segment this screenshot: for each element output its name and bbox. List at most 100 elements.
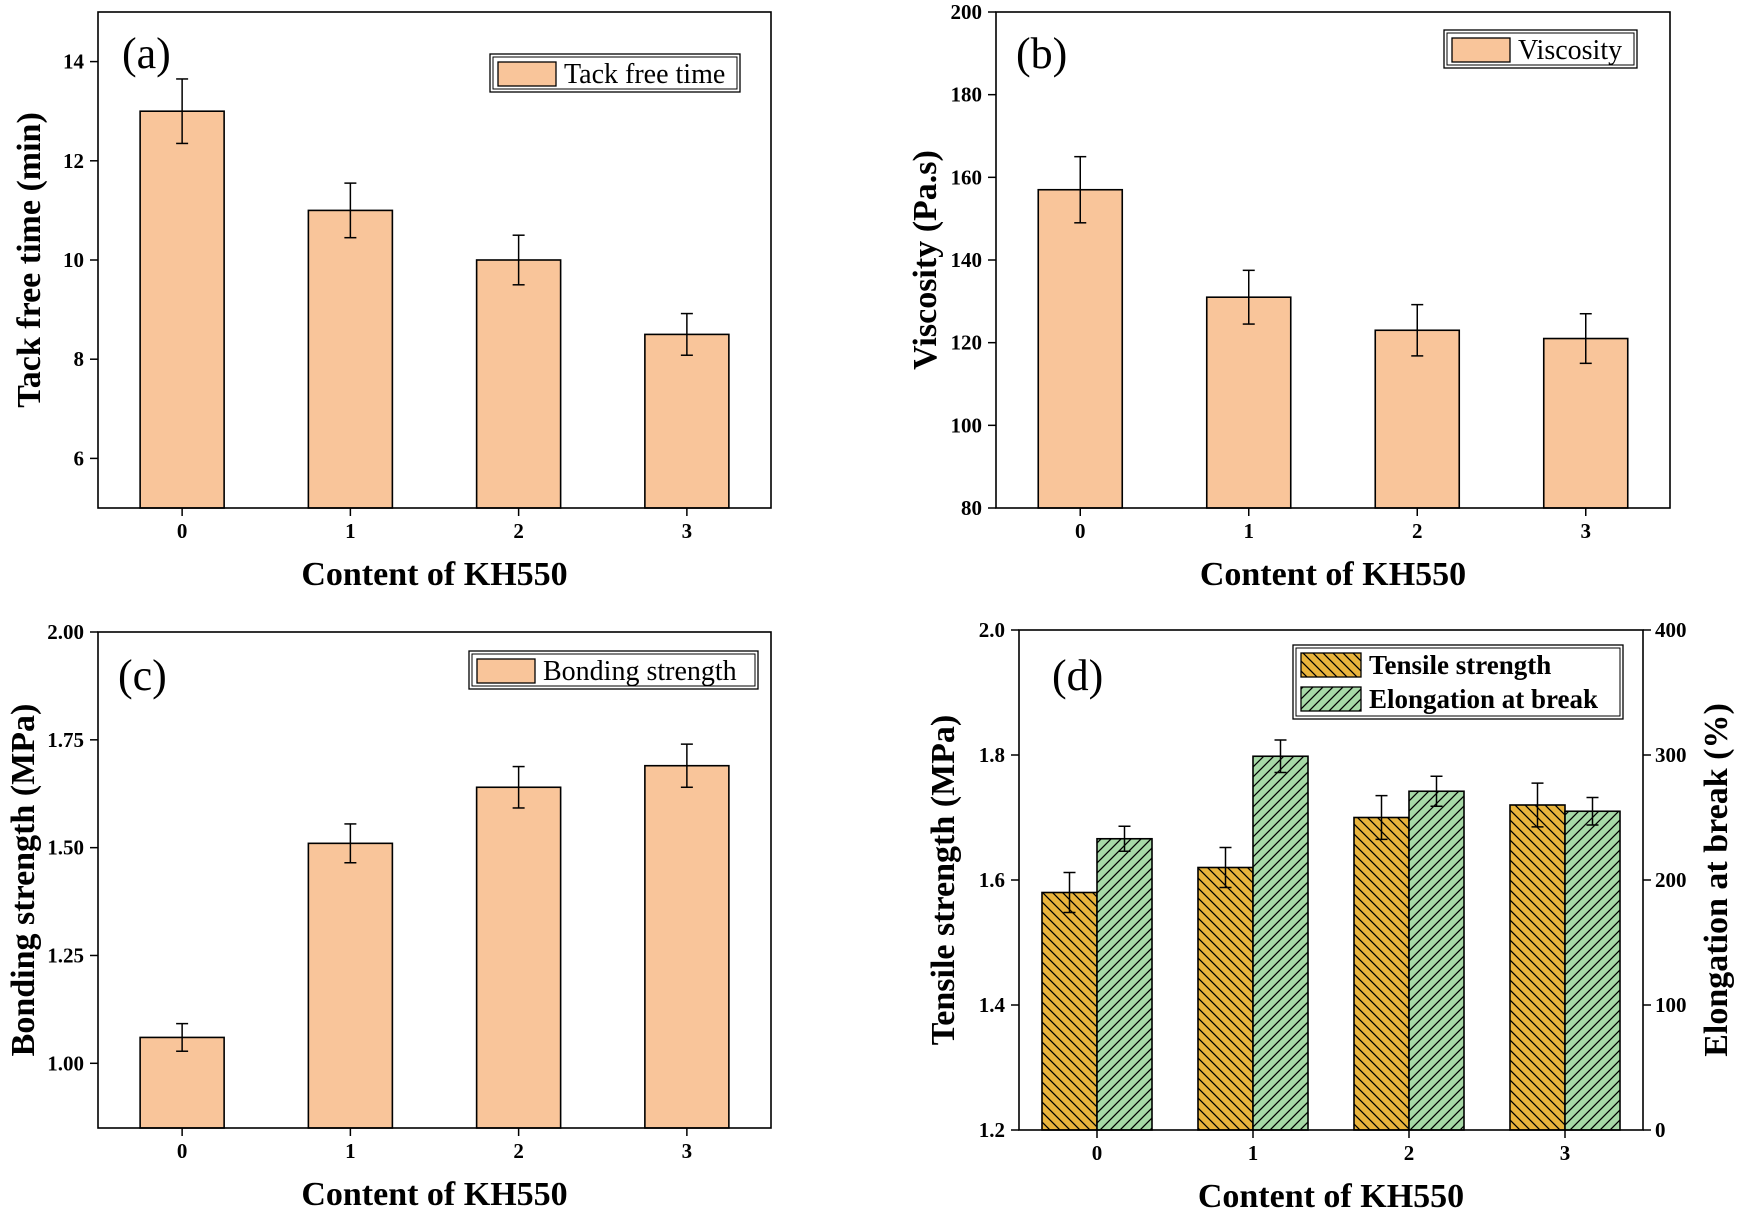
x-tick-label-b-3: 3 bbox=[1581, 519, 1592, 543]
x-tick-label-a-3: 3 bbox=[682, 519, 693, 543]
y2-tick-label-d-4: 400 bbox=[1655, 618, 1687, 642]
legend-swatch-c-0 bbox=[476, 658, 536, 684]
panel-label-d: (d) bbox=[1052, 651, 1103, 700]
x-tick-label-c-1: 1 bbox=[345, 1139, 356, 1163]
x-tick-label-b-2: 2 bbox=[1412, 519, 1423, 543]
bar-b-s0-1 bbox=[1205, 296, 1292, 509]
legend-c: Bonding strength bbox=[468, 650, 759, 690]
legend-label-c-0: Bonding strength bbox=[543, 656, 737, 687]
y-tick-label-b-0: 80 bbox=[961, 496, 982, 520]
y-tick-label-c-2: 1.50 bbox=[47, 836, 84, 860]
panel-label-a: (a) bbox=[122, 29, 171, 78]
x-tick-label-c-2: 2 bbox=[513, 1139, 524, 1163]
bar-a-s0-0 bbox=[139, 110, 225, 509]
y-axis-title-c: Bonding strength (MPa) bbox=[5, 704, 42, 1057]
y-tick-label-a-0: 6 bbox=[74, 446, 85, 470]
bar-d-s0-0 bbox=[1041, 891, 1098, 1131]
y-tick-label-d-0: 1.2 bbox=[979, 1118, 1005, 1142]
y-tick-label-c-4: 2.00 bbox=[47, 620, 84, 644]
y-tick-label-a-2: 10 bbox=[63, 248, 84, 272]
y2-axis-title-d: Elongation at break (%) bbox=[1698, 703, 1735, 1057]
legend-a: Tack free time bbox=[489, 53, 741, 93]
x-tick-label-a-2: 2 bbox=[513, 519, 524, 543]
x-axis-title-b: Content of KH550 bbox=[1200, 556, 1466, 593]
x-tick-label-c-0: 0 bbox=[177, 1139, 188, 1163]
y-axis-title-d: Tensile strength (MPa) bbox=[925, 715, 962, 1046]
y-tick-label-d-1: 1.4 bbox=[979, 993, 1006, 1017]
y2-tick-label-d-2: 200 bbox=[1655, 868, 1687, 892]
x-tick-label-d-2: 2 bbox=[1404, 1141, 1415, 1165]
chart-panel-b: 80 100 120 140 160 180 200 0 1 2 3 Content of KH550… bbox=[907, 0, 1671, 593]
legend-box-inner-d bbox=[1295, 647, 1621, 717]
chart-panel-c: 1.00 1.25 1.50 1.75 2.00 0 1 2 3 Content of KH550… bbox=[5, 620, 772, 1213]
y-tick-label-b-4: 160 bbox=[951, 165, 983, 189]
x-tick-label-d-3: 3 bbox=[1560, 1141, 1571, 1165]
y-tick-label-a-4: 14 bbox=[63, 50, 85, 74]
bar-c-s0-1 bbox=[307, 842, 394, 1129]
y2-tick-label-d-1: 100 bbox=[1655, 993, 1687, 1017]
y2-tick-label-d-3: 300 bbox=[1655, 743, 1687, 767]
bar-d-s0-3 bbox=[1509, 804, 1566, 1131]
legend-swatch-b-0 bbox=[1451, 37, 1511, 63]
x-tick-label-b-1: 1 bbox=[1244, 519, 1255, 543]
bar-a-s0-3 bbox=[644, 333, 730, 509]
legend-box-inner-a bbox=[492, 56, 738, 90]
legend-box-inner-c bbox=[471, 653, 756, 687]
x-tick-label-a-0: 0 bbox=[177, 519, 188, 543]
y-tick-label-b-6: 200 bbox=[951, 0, 983, 24]
bar-c-s0-2 bbox=[475, 786, 562, 1129]
legend-swatch-d-0 bbox=[1300, 652, 1362, 678]
bar-c-s0-0 bbox=[139, 1036, 225, 1129]
y-tick-label-c-3: 1.75 bbox=[47, 728, 84, 752]
y-tick-label-b-3: 140 bbox=[951, 248, 983, 272]
x-tick-label-d-0: 0 bbox=[1092, 1141, 1103, 1165]
y-tick-label-b-1: 100 bbox=[951, 413, 983, 437]
bar-a-s0-1 bbox=[307, 209, 394, 509]
x-tick-label-c-3: 3 bbox=[682, 1139, 693, 1163]
bar-d-s0-2 bbox=[1353, 816, 1410, 1131]
y2-tick-label-d-0: 0 bbox=[1655, 1118, 1666, 1142]
x-axis-title-a: Content of KH550 bbox=[301, 556, 567, 593]
legend-label-b-0: Viscosity bbox=[1518, 35, 1622, 66]
panel-label-c: (c) bbox=[118, 651, 167, 700]
legend-label-d-1: Elongation at break bbox=[1369, 684, 1598, 714]
x-tick-label-d-1: 1 bbox=[1248, 1141, 1259, 1165]
y-axis-title-a: Tack free time (min) bbox=[11, 112, 48, 408]
bar-a-s0-2 bbox=[475, 259, 562, 509]
y-tick-label-a-3: 12 bbox=[63, 149, 84, 173]
bar-b-s0-0 bbox=[1037, 188, 1124, 509]
x-axis-title-c: Content of KH550 bbox=[301, 1176, 567, 1213]
y-tick-label-a-1: 8 bbox=[74, 347, 85, 371]
bar-b-s0-2 bbox=[1374, 329, 1461, 509]
legend-swatch-d-1 bbox=[1300, 686, 1362, 712]
legend-d: Tensile strength Elongation at break bbox=[1292, 644, 1624, 720]
y-tick-label-d-2: 1.6 bbox=[979, 868, 1005, 892]
bar-d-s1-1 bbox=[1252, 755, 1309, 1131]
y-tick-label-d-3: 1.8 bbox=[979, 743, 1005, 767]
bar-c-s0-3 bbox=[644, 764, 730, 1129]
panel-label-b: (b) bbox=[1016, 29, 1067, 78]
x-axis-title-d: Content of KH550 bbox=[1198, 1178, 1464, 1215]
legend-b: Viscosity bbox=[1443, 29, 1638, 69]
bar-d-s1-2 bbox=[1408, 790, 1465, 1131]
y-tick-label-c-0: 1.00 bbox=[47, 1051, 84, 1075]
legend-label-a-0: Tack free time bbox=[564, 59, 725, 90]
y-tick-label-b-5: 180 bbox=[951, 83, 983, 107]
y-tick-label-d-4: 2.0 bbox=[979, 618, 1005, 642]
legend-swatch-a-0 bbox=[497, 61, 557, 87]
x-tick-label-b-0: 0 bbox=[1075, 519, 1086, 543]
y-tick-label-c-1: 1.25 bbox=[47, 943, 84, 967]
bar-d-s1-3 bbox=[1564, 810, 1621, 1131]
y-axis-title-b: Viscosity (Pa.s) bbox=[907, 150, 944, 370]
plot-frame-c bbox=[97, 631, 772, 1129]
y-tick-label-b-2: 120 bbox=[951, 331, 983, 355]
x-tick-label-a-1: 1 bbox=[345, 519, 356, 543]
legend-label-d-0: Tensile strength bbox=[1369, 650, 1551, 680]
bar-d-s0-1 bbox=[1197, 866, 1254, 1131]
bar-d-s1-0 bbox=[1096, 837, 1153, 1131]
chart-panel-d: 1.2 1.4 1.6 1.8 2.0 0 100 200 300 400 0 1 2 3 Content … bbox=[925, 618, 1735, 1215]
legend-box-inner-b bbox=[1446, 32, 1635, 66]
